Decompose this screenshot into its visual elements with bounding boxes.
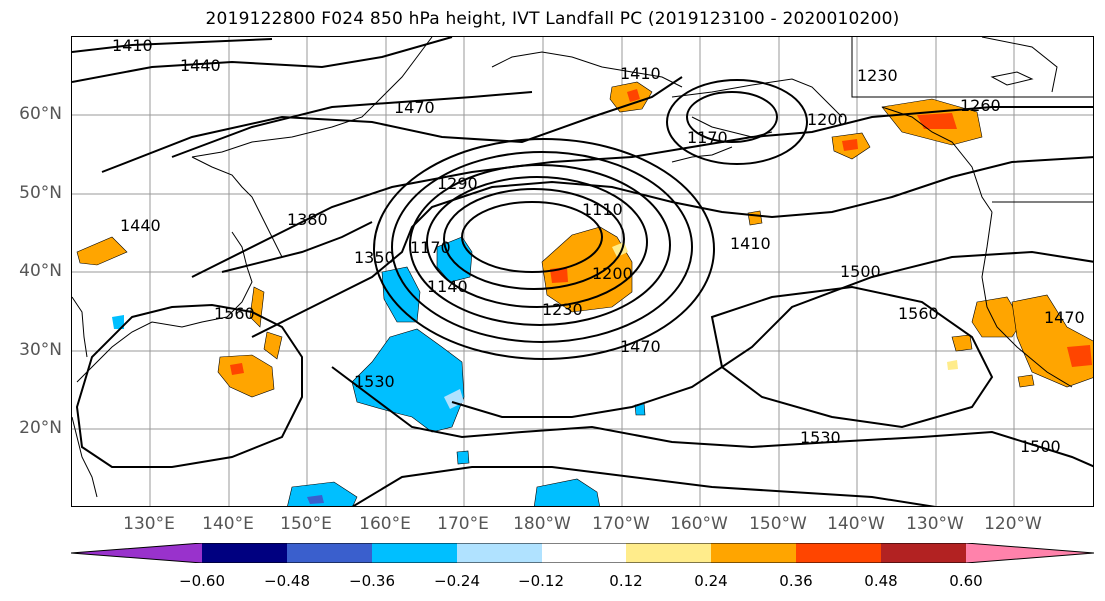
lon-label-160w: 160°W bbox=[670, 514, 728, 534]
colorbar-tick-5: −0.12 bbox=[518, 572, 564, 590]
contour-label-1440-b: 1440 bbox=[120, 216, 161, 235]
colorbar-tick-10: 0.60 bbox=[949, 572, 983, 590]
colorbar-tick-1: −0.60 bbox=[179, 572, 225, 590]
contour-label-1290-a: 1290 bbox=[437, 174, 478, 193]
lat-label-20n: 20°N bbox=[19, 418, 62, 438]
contour-label-1110-a: 1110 bbox=[582, 200, 623, 219]
map-panel: 1410 1440 1470 1410 1170 1200 1230 1260 … bbox=[71, 36, 1094, 507]
contour-label-1470-c: 1470 bbox=[1044, 308, 1085, 327]
contour-label-1230-a: 1230 bbox=[857, 66, 898, 85]
contour-label-1470-b: 1470 bbox=[620, 337, 661, 356]
contour-label-1530-a: 1530 bbox=[354, 372, 395, 391]
contour-label-1500-a: 1500 bbox=[840, 262, 881, 281]
contour-label-1560-b: 1560 bbox=[898, 304, 939, 323]
lon-label-120w: 120°W bbox=[984, 514, 1042, 534]
colorbar-segment-3 bbox=[372, 543, 457, 563]
colorbar-segment-1 bbox=[202, 543, 287, 563]
colorbar-segment-6 bbox=[626, 543, 711, 563]
contour-label-1470-a: 1470 bbox=[394, 98, 435, 117]
colorbar-segment-7 bbox=[711, 543, 796, 563]
colorbar-segment-9 bbox=[881, 543, 966, 563]
lon-label-140w: 140°W bbox=[827, 514, 885, 534]
contour-label-1140-a: 1140 bbox=[427, 277, 468, 296]
lat-label-40n: 40°N bbox=[19, 261, 62, 281]
colorbar bbox=[71, 543, 1094, 563]
lat-label-50n: 50°N bbox=[19, 183, 62, 203]
height-contours bbox=[72, 37, 1093, 506]
colorbar-segment-0 bbox=[71, 543, 202, 563]
lon-label-130w: 130°W bbox=[906, 514, 964, 534]
contour-label-1200-a: 1200 bbox=[807, 110, 848, 129]
coastlines bbox=[72, 37, 1093, 498]
contour-label-1530-b: 1530 bbox=[800, 428, 841, 447]
colorbar-segment-5 bbox=[542, 543, 626, 563]
colorbar-segment-2 bbox=[287, 543, 372, 563]
lon-label-180w: 180°W bbox=[513, 514, 571, 534]
lat-label-60n: 60°N bbox=[19, 104, 62, 124]
lon-label-160e: 160°E bbox=[359, 514, 411, 534]
contour-label-1440-a: 1440 bbox=[180, 56, 221, 75]
lon-label-170e: 170°E bbox=[437, 514, 489, 534]
contour-label-1380-a: 1380 bbox=[287, 210, 328, 229]
lon-label-170w: 170°W bbox=[592, 514, 650, 534]
contour-label-1350-a: 1350 bbox=[354, 248, 395, 267]
contour-label-1560-a: 1560 bbox=[214, 304, 255, 323]
contour-label-1410-a: 1410 bbox=[112, 37, 153, 55]
contour-label-1170-a: 1170 bbox=[687, 128, 728, 147]
colorbar-tick-4: −0.24 bbox=[434, 572, 480, 590]
colorbar-tick-3: −0.36 bbox=[349, 572, 395, 590]
contour-label-1500-b: 1500 bbox=[1020, 437, 1061, 456]
colorbar-segment-8 bbox=[796, 543, 881, 563]
contour-label-1200-b: 1200 bbox=[592, 264, 633, 283]
lon-label-150e: 150°E bbox=[280, 514, 332, 534]
lon-label-130e: 130°E bbox=[123, 514, 175, 534]
lon-label-140e: 140°E bbox=[202, 514, 254, 534]
contour-label-1410-b: 1410 bbox=[620, 64, 661, 83]
map-canvas: 1410 1440 1470 1410 1170 1200 1230 1260 … bbox=[72, 37, 1093, 506]
colorbar-segment-4 bbox=[457, 543, 542, 563]
contour-label-group: 1410 1440 1470 1410 1170 1200 1230 1260 … bbox=[112, 37, 1085, 456]
contour-label-1170-b: 1170 bbox=[410, 238, 451, 257]
colorbar-tick-2: −0.48 bbox=[264, 572, 310, 590]
colorbar-tick-8: 0.36 bbox=[779, 572, 813, 590]
colorbar-segment-10 bbox=[966, 543, 1094, 563]
contour-label-1230-b: 1230 bbox=[542, 300, 583, 319]
map-title: 2019122800 F024 850 hPa height, IVT Land… bbox=[205, 9, 900, 29]
contour-label-1260-a: 1260 bbox=[960, 96, 1001, 115]
contour-label-1410-c: 1410 bbox=[730, 234, 771, 253]
colorbar-tick-6: 0.12 bbox=[609, 572, 643, 590]
colorbar-tick-9: 0.48 bbox=[864, 572, 898, 590]
lon-label-150w: 150°W bbox=[749, 514, 807, 534]
colorbar-tick-7: 0.24 bbox=[694, 572, 728, 590]
lat-label-30n: 30°N bbox=[19, 340, 62, 360]
